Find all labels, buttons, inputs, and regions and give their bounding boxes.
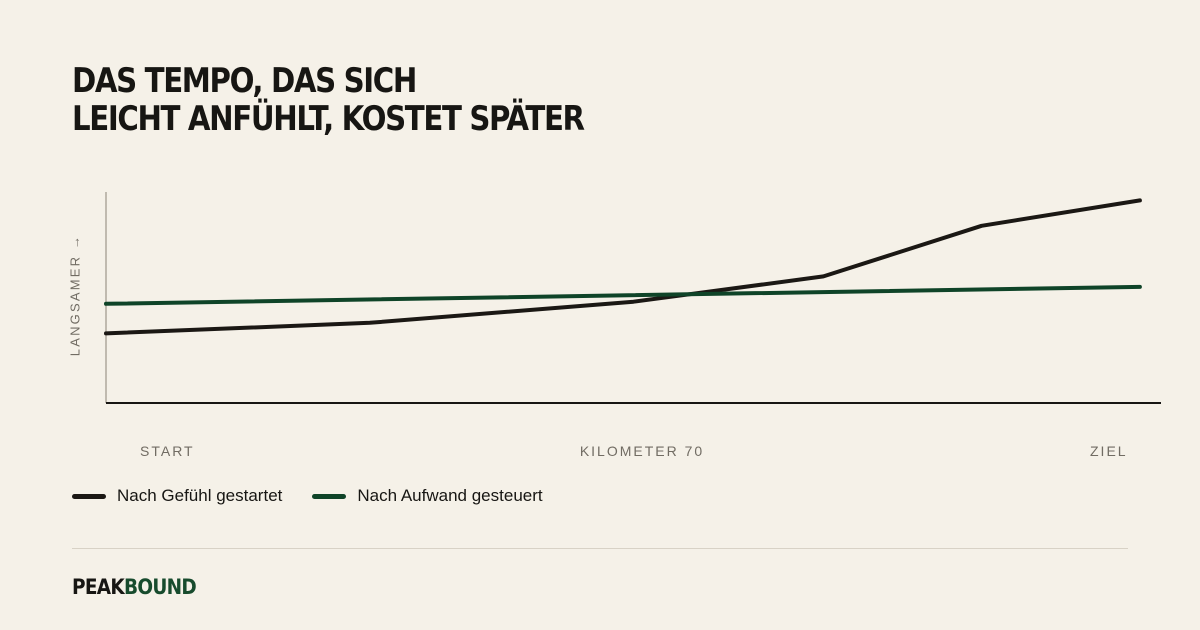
x-tick-label-end: ZIEL [1090, 443, 1128, 459]
legend-label-gefuehl: Nach Gefühl gestartet [117, 486, 283, 505]
x-tick-label-middle: KILOMETER 70 [579, 443, 705, 459]
series-layer [104, 198, 1142, 336]
brand-logo-peak: PEAK [72, 575, 125, 599]
legend-label-aufwand: Nach Aufwand gesteuert [357, 486, 543, 505]
chart-legend: Nach Gefühl gestartet Nach Aufwand geste… [72, 486, 543, 506]
legend-swatch-aufwand [312, 493, 347, 499]
series-line-nach-aufwand-gesteuert [104, 284, 1142, 306]
footer-divider [72, 548, 1128, 549]
y-axis-label: LANGSAMER → [67, 233, 83, 357]
brand-logo: PEAKBOUND [72, 575, 197, 599]
legend-item-gefuehl: Nach Gefühl gestartet [72, 486, 282, 506]
page-title-line-1: DAS TEMPO, DAS SICH [72, 61, 417, 101]
page-title: DAS TEMPO, DAS SICH LEICHT ANFÜHLT, KOST… [72, 62, 846, 138]
legend-item-aufwand: Nach Aufwand gesteuert [312, 486, 543, 506]
x-tick-label-start: START [140, 443, 195, 459]
legend-swatch-gefuehl [72, 493, 106, 499]
page-title-line-2: LEICHT ANFÜHLT, KOSTET SPÄTER [72, 99, 585, 139]
brand-logo-bound: BOUND [123, 575, 197, 599]
series-line-nach-gefuehl-gestartet [104, 198, 1142, 336]
